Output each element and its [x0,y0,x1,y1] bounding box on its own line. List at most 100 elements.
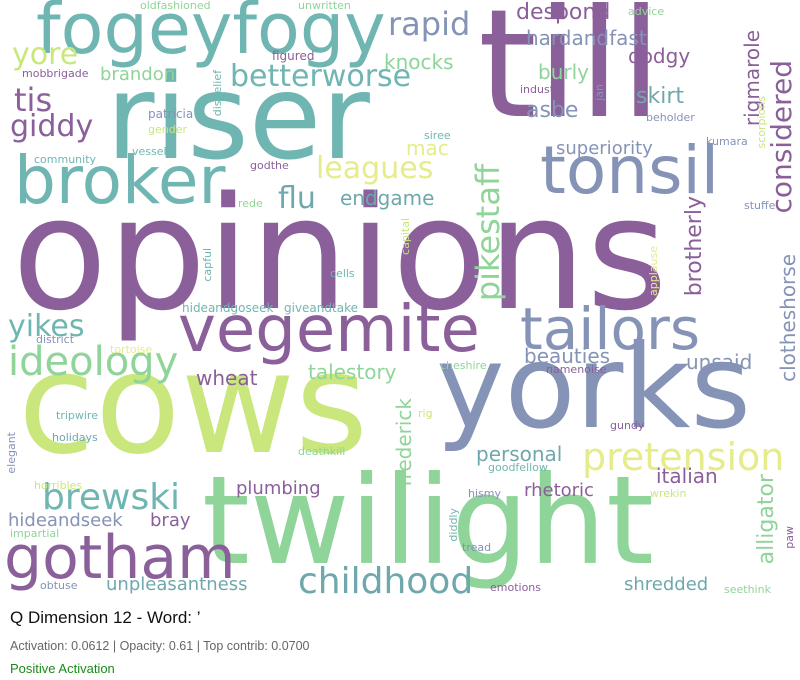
cloud-word: dodgy [628,44,691,68]
cloud-word: rede [238,197,263,210]
cloud-word: goodfellow [488,461,548,474]
cloud-word: disbelief [211,70,224,117]
cloud-word: personal [476,442,563,466]
cloud-word: pikestaff [469,164,507,302]
cloud-word: unpleasantness [106,574,248,595]
cloud-word: clotheshorse [776,254,800,382]
cloud-word: deathkill [298,445,346,458]
cloud-word: yorks [436,320,751,455]
cloud-word: patricia [148,107,194,121]
cloud-word: brandon [100,64,176,85]
cloud-word: rhetoric [524,480,594,501]
cloud-word: namenoise [546,363,607,376]
cloud-word: vessel [132,145,167,158]
cloud-word: tread [462,541,492,554]
cloud-word: wrekin [650,487,687,500]
cloud-word: vegemite [178,293,480,367]
cloud-word: oldfashioned [140,0,211,12]
cloud-word: yikes [8,309,85,344]
cloud-word: cheshire [440,359,487,372]
cloud-word: giddy [10,109,94,144]
cloud-word: tortoise [110,343,153,356]
cloud-word: hideandgoseek [182,301,274,315]
cloud-word: skirt [636,84,684,109]
cloud-word: obtuse [40,579,78,592]
cloud-word: horribles [34,479,83,492]
cloud-word: twilight [202,450,654,592]
cloud-word: advice [628,5,665,18]
cloud-word: capful [201,248,214,282]
cloud-word: jan [593,84,606,101]
cloud-word: plumbing [236,478,321,499]
cloud-word: brewski [42,477,181,518]
cloud-word: mac [406,136,449,160]
cloud-word: kumara [706,135,748,148]
cloud-word: despond [516,0,611,25]
cloud-word: diddly [447,508,460,542]
cloud-word: rig [418,407,433,420]
word-cloud: opinions cows yorks till riser twilight … [4,0,800,600]
cloud-word: paw [783,526,796,549]
cloud-word: yore [12,37,79,72]
cloud-word: rapid [388,5,471,43]
cloud-word: seethink [724,583,771,596]
cloud-word: tailors [520,295,701,363]
cloud-word: scorpions [755,96,768,149]
cloud-word: district [36,333,75,346]
cloud-word: hardandfast [526,26,647,50]
cloud-word: talestory [308,360,397,384]
cloud-word: fogeyfogy [36,0,386,70]
cloud-word: pretension [582,435,785,479]
figure-title: Q Dimension 12 - Word: ’ [10,608,201,627]
cloud-word: considered [765,60,798,214]
activation-stats: Activation: 0.0612 | Opacity: 0.61 | Top… [10,639,310,653]
cloud-word: knocks [384,50,454,74]
cloud-word: elegant [5,432,18,474]
cloud-word: childhood [298,561,474,600]
cloud-word: figured [272,49,315,63]
cloud-word: betterworse [230,59,412,94]
cloud-word: broker [14,142,226,219]
cloud-word: tonsil [540,132,720,209]
cloud-word: industry [520,83,566,96]
cloud-word: gundy [610,419,645,432]
cloud-word: till [478,0,662,152]
cloud-word: hismy [468,487,501,500]
cloud-word: ideology [8,339,179,385]
cloud-word: asbe [526,98,579,123]
cloud-word: gotham [4,523,236,593]
cloud-word: mobbrigade [22,67,89,80]
cloud-word: leagues [316,151,434,186]
cloud-word: shredded [624,574,709,595]
cloud-word: godthe [250,159,289,172]
cloud-word: tripwire [56,409,98,422]
cloud-word: bray [150,510,191,531]
cloud-word: gender [148,123,187,136]
cloud-word: unwritten [298,0,351,12]
cloud-word: impartial [10,527,60,540]
cloud-word: holidays [52,431,98,444]
cloud-word: beholder [646,111,695,124]
cloud-word: riser [106,48,370,186]
cloud-word: opinions [12,163,668,345]
cloud-word: siree [424,129,451,142]
cloud-word: stuffe [744,199,776,212]
cloud-word: cows [18,323,369,486]
cloud-word: superiority [556,138,653,159]
cloud-word: flu [278,181,316,216]
cloud-word: community [34,153,97,166]
cloud-word: italian [656,464,718,488]
cloud-word: tis [14,81,53,119]
cloud-word: cells [330,267,355,280]
cloud-word: applause [647,246,660,296]
activation-sign: Positive Activation [10,661,115,676]
cloud-word: alligator [754,474,779,565]
cloud-word: beauties [524,344,611,368]
cloud-word: brotherly [682,196,707,297]
cloud-word: giveandtake [284,301,358,315]
cloud-word: wheat [196,366,258,390]
cloud-word: frederick [392,398,416,487]
cloud-word: burly [538,60,589,84]
cloud-word: capital [399,218,412,255]
cloud-word: unsaid [686,350,753,374]
